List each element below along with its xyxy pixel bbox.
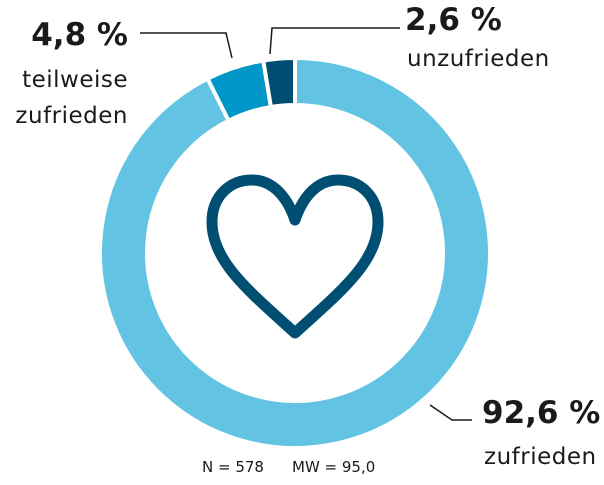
category-label: unzufrieden xyxy=(407,46,550,72)
leader-line xyxy=(269,27,400,55)
heart-icon xyxy=(206,174,384,339)
category-label: zufrieden xyxy=(484,444,597,470)
donut xyxy=(98,55,492,450)
category-label: teilweise zufrieden xyxy=(15,67,128,129)
value-label: 92,6 % xyxy=(482,395,601,431)
leader-line xyxy=(140,32,233,59)
leader-line xyxy=(429,404,472,421)
value-label: 4,8 % xyxy=(31,17,128,53)
value-label: 2,6 % xyxy=(405,2,502,38)
annotation: MW = 95,0 xyxy=(292,458,376,476)
annotation: N = 578 xyxy=(202,458,264,476)
donut-slice xyxy=(260,55,297,110)
donut-slice xyxy=(98,55,492,450)
